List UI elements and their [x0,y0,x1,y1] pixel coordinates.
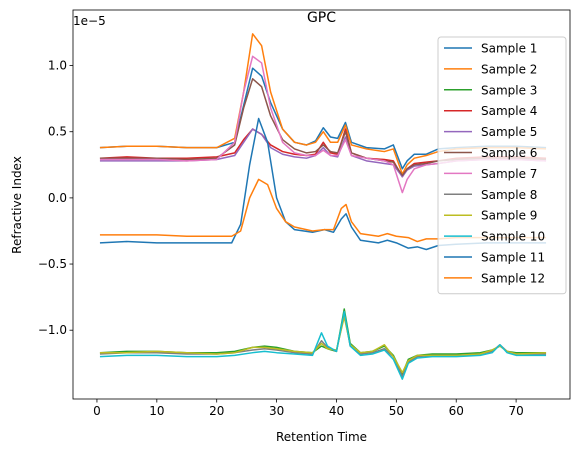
legend-label-sample-8: Sample 8 [481,188,537,202]
x-tick-label: 20 [209,404,224,418]
series-line-sample-7 [99,55,547,194]
legend-label-sample-3: Sample 3 [481,83,537,97]
series-line-sample-12 [99,178,547,243]
legend-label-sample-7: Sample 7 [481,167,537,181]
y-offset-label: 1e−5 [73,14,106,28]
axes-frame [72,9,571,400]
x-tick-label: 70 [508,404,523,418]
series-layer [99,33,547,380]
legend-label-sample-6: Sample 6 [481,146,537,160]
series-line-sample-4 [99,128,547,178]
legend-label-sample-9: Sample 9 [481,209,537,223]
legend-label-sample-5: Sample 5 [481,125,537,139]
legend-label-sample-1: Sample 1 [481,42,537,56]
legend-box [437,36,567,295]
axes-layer: 0 10 20 30 40 50 60 70 −1.0 −0.5 0.0 0.5 1.0 [38,9,571,418]
legend-label-sample-2: Sample 2 [481,62,537,76]
series-line-sample-10 [99,310,547,380]
x-axis-label: Retention Time [276,430,367,444]
series-line-sample-11 [99,117,547,251]
x-tick-label: 0 [93,404,101,418]
legend-label-sample-4: Sample 4 [481,104,537,118]
x-tick-label: 30 [269,404,284,418]
legend-label-sample-10: Sample 10 [481,230,545,244]
legend-label-sample-12: Sample 12 [481,271,545,285]
series-line-sample-6 [99,78,547,177]
y-tick-label: 1.0 [48,59,67,73]
x-tick-label: 10 [149,404,164,418]
x-tick-label: 50 [389,404,404,418]
y-tick-label: −1.0 [38,323,67,337]
y-axis-label: Refractive Index [10,156,24,254]
y-tick-label: 0.0 [48,191,67,205]
y-tick-label: −0.5 [38,257,67,271]
x-tick-label: 40 [329,404,344,418]
y-tick-label: 0.5 [48,125,67,139]
x-tick-label: 60 [449,404,464,418]
legend: Sample 1 Sample 2 Sample 3 Sample 4 Sample 5… [437,36,567,295]
chart-title: GPC [307,10,336,26]
legend-label-sample-11: Sample 11 [481,251,545,265]
